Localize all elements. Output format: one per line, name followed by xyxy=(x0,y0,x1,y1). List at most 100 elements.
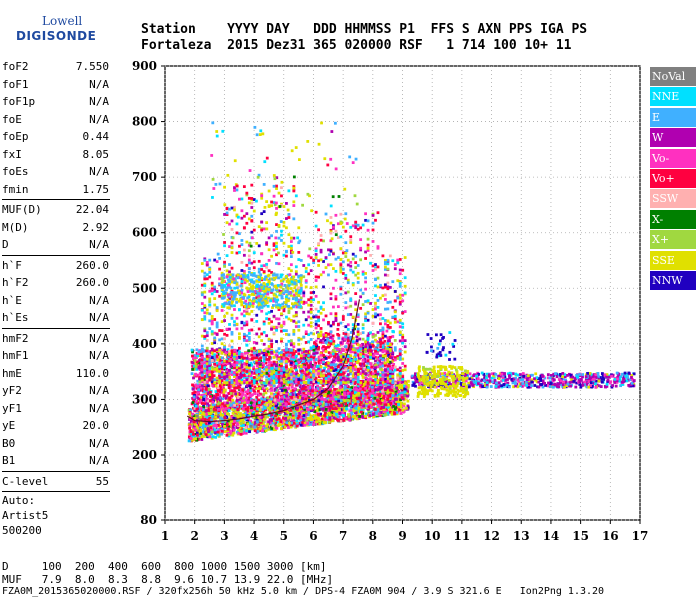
echo-point xyxy=(265,420,269,424)
echo-point xyxy=(300,351,304,355)
header-line2: Fortaleza 2015 Dez31 365 020000 RSF 1 71… xyxy=(141,38,572,53)
echo-point xyxy=(357,407,361,410)
echo-point xyxy=(382,408,386,411)
echo-point xyxy=(191,350,194,354)
param-key: yF1 xyxy=(2,401,22,415)
echo-point xyxy=(389,372,392,376)
echo-point xyxy=(295,407,299,411)
echo-point xyxy=(207,350,211,354)
echo-point xyxy=(344,395,348,399)
echo-point xyxy=(372,366,376,370)
echo-point xyxy=(196,354,200,358)
echo-point xyxy=(200,354,204,358)
param-value: N/A xyxy=(89,293,109,307)
echo-point xyxy=(264,361,268,365)
echo-point xyxy=(368,401,372,404)
echo-point xyxy=(320,346,324,350)
echo-point xyxy=(282,373,286,377)
echo-point xyxy=(233,419,236,423)
echo-point xyxy=(304,394,308,398)
echo-point xyxy=(386,397,390,401)
echo-point xyxy=(400,394,404,397)
echo-point xyxy=(297,414,301,418)
echo-point xyxy=(287,402,291,406)
echo-point xyxy=(192,420,196,424)
echo-point xyxy=(275,386,279,390)
echo-point xyxy=(354,386,358,390)
echo-point xyxy=(219,416,222,420)
echo-point xyxy=(221,408,225,412)
echo-point xyxy=(204,433,208,436)
echo-point xyxy=(322,371,326,375)
echo-point xyxy=(313,393,317,397)
echo-point xyxy=(291,402,295,406)
echo-point xyxy=(242,424,245,427)
echo-point xyxy=(353,341,357,345)
echo-point xyxy=(246,406,250,409)
echo-point xyxy=(204,407,208,411)
echo-point xyxy=(389,401,393,405)
echo-point xyxy=(363,357,367,361)
echo-point xyxy=(391,397,395,400)
echo-point xyxy=(264,391,268,395)
x-tick-label: 11 xyxy=(454,529,471,543)
echo-point xyxy=(216,423,220,427)
echo-point xyxy=(264,429,268,432)
echo-point xyxy=(205,413,208,416)
echo-point xyxy=(262,353,266,357)
param-key: h`E xyxy=(2,293,22,307)
echo-point xyxy=(249,387,252,391)
echo-point xyxy=(285,421,289,425)
echo-point xyxy=(369,370,373,374)
echo-point xyxy=(198,400,202,404)
echo-point xyxy=(260,377,263,381)
echo-point xyxy=(350,413,354,417)
echo-point xyxy=(229,432,233,436)
echo-point xyxy=(231,408,235,411)
echo-point xyxy=(332,358,335,362)
echo-point xyxy=(197,417,201,421)
echo-point xyxy=(364,414,367,418)
param-key: h`F xyxy=(2,258,22,272)
echo-point xyxy=(210,418,214,422)
echo-point xyxy=(199,429,203,433)
echo-point xyxy=(336,418,340,422)
echo-point xyxy=(338,412,342,415)
echo-point xyxy=(281,404,285,408)
echo-point xyxy=(314,361,318,365)
echo-point xyxy=(372,356,375,360)
x-tick-label: 13 xyxy=(513,529,530,543)
echo-point xyxy=(394,389,398,393)
echo-point xyxy=(264,408,268,412)
echo-point xyxy=(317,345,321,349)
echo-point xyxy=(219,420,223,424)
echo-point xyxy=(357,412,360,416)
param-row: h`F2 260.0 xyxy=(2,274,109,292)
echo-point xyxy=(295,376,299,380)
echo-point xyxy=(258,387,262,390)
echo-point xyxy=(237,429,240,432)
echo-point xyxy=(263,420,267,424)
echo-point xyxy=(263,398,267,401)
echo-point xyxy=(306,383,310,387)
echo-point xyxy=(352,404,356,408)
echo-point xyxy=(262,363,265,367)
echo-point xyxy=(249,389,253,393)
echo-point xyxy=(316,409,320,412)
echo-point xyxy=(354,411,358,415)
echo-point xyxy=(315,344,319,348)
echo-point xyxy=(266,422,270,426)
echo-point xyxy=(275,396,279,400)
echo-point xyxy=(377,404,381,408)
param-value: N/A xyxy=(89,331,109,345)
x-tick-label: 7 xyxy=(339,529,347,543)
echo-point xyxy=(255,407,259,411)
echo-point xyxy=(404,396,408,400)
echo-point xyxy=(331,334,335,338)
echo-point xyxy=(285,392,289,396)
echo-point xyxy=(239,370,243,374)
echo-point xyxy=(340,342,344,345)
echo-point xyxy=(268,355,271,359)
echo-point xyxy=(253,425,257,429)
echo-point xyxy=(351,387,355,391)
